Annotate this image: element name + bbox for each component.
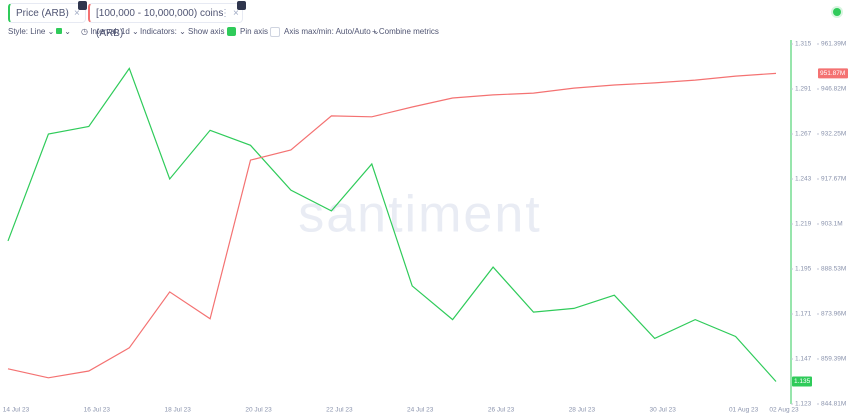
y-tick-label: 1.147 [795, 356, 812, 363]
pin-axis-option[interactable]: Pin axis [240, 26, 281, 38]
x-tick-label: 18 Jul 23 [164, 407, 191, 414]
metric-tab[interactable]: [100,000 - 10,000,000) coins (ARB) ⋮ × [88, 3, 243, 39]
y-tick-label: 1.267 [795, 131, 812, 138]
watermark: santiment [298, 186, 541, 244]
x-tick-label: 28 Jul 23 [569, 407, 596, 414]
style-option[interactable]: Style: Line ⌄ [8, 27, 55, 36]
metric-label: Price (ARB) [16, 8, 69, 19]
metric-label: [100,000 - 10,000,000) coins (ARB) [96, 8, 224, 39]
close-icon[interactable]: × [74, 8, 80, 19]
option-text: Show axis [188, 27, 225, 36]
indicators-option[interactable]: Indicators: ⌄ [140, 27, 186, 36]
y-tick-label: 1.219 [795, 221, 812, 228]
y2-tick-label: 888.53M [821, 266, 846, 273]
x-tick-label: 24 Jul 23 [407, 407, 434, 414]
x-tick-label: 14 Jul 23 [3, 407, 30, 414]
y-tick-label: 1.315 [795, 41, 812, 48]
value-badge [792, 376, 812, 387]
y-tick-label: 1.291 [795, 86, 812, 93]
axis-option[interactable]: Axis max/min: Auto/Auto ⌄ [284, 27, 380, 36]
close-icon[interactable]: × [233, 8, 239, 19]
menu-icon[interactable]: ⋮ [62, 8, 72, 19]
link-icon[interactable] [78, 1, 87, 10]
y2-tick-label: 873.96M [821, 311, 846, 318]
show-axis-option[interactable]: Show axis [188, 26, 236, 38]
y2-tick-label: 932.25M [821, 131, 846, 138]
metric-tab[interactable]: Price (ARB) ⋮ × [8, 3, 86, 23]
x-tick-label: 30 Jul 23 [650, 407, 677, 414]
option-text: Axis max/min: Auto/Auto [284, 27, 371, 36]
option-text: Interval: 1d [90, 27, 130, 36]
x-tick-label: 01 Aug 23 [729, 407, 759, 414]
y2-tick-label: 917.67M [821, 176, 846, 183]
interval-option[interactable]: ◷ Interval: 1d ⌄ [81, 27, 139, 36]
option-text: Indicators: [140, 27, 177, 36]
y2-tick-label: 859.39M [821, 356, 846, 363]
color-swatch [56, 28, 62, 34]
checkbox[interactable] [270, 26, 281, 37]
y-tick-label: 1.171 [795, 311, 812, 318]
y-tick-label: 1.195 [795, 266, 812, 273]
value-label: 1.135 [794, 378, 811, 385]
option-text: Combine metrics [378, 27, 439, 36]
value-badge [818, 68, 848, 79]
x-tick-label: 22 Jul 23 [326, 407, 353, 414]
series-line [7, 72, 777, 379]
x-tick-label: 26 Jul 23 [488, 407, 515, 414]
x-tick-label: 02 Aug 23 [769, 407, 799, 414]
link-icon[interactable] [237, 1, 246, 10]
menu-icon[interactable]: ⋮ [220, 8, 230, 19]
y-tick-label: 1.243 [795, 176, 812, 183]
value-label: 951.87M [820, 70, 845, 77]
x-tick-label: 20 Jul 23 [245, 407, 272, 414]
y2-tick-label: 903.1M [821, 221, 843, 228]
y-tick-label: 1.123 [795, 401, 812, 408]
y2-tick-label: 946.82M [821, 86, 846, 93]
series-line [7, 67, 777, 382]
y2-tick-label: 844.81M [821, 401, 846, 408]
y2-tick-label: 961.39M [821, 41, 846, 48]
x-tick-label: 16 Jul 23 [84, 407, 111, 414]
status-dot [833, 8, 841, 16]
option-text: Pin axis [240, 27, 269, 36]
checkbox[interactable] [226, 27, 236, 37]
combine-option[interactable]: + Combine metrics [372, 27, 439, 36]
option-text: Style: Line [8, 27, 46, 36]
color-option[interactable]: ⌄ [56, 26, 71, 38]
